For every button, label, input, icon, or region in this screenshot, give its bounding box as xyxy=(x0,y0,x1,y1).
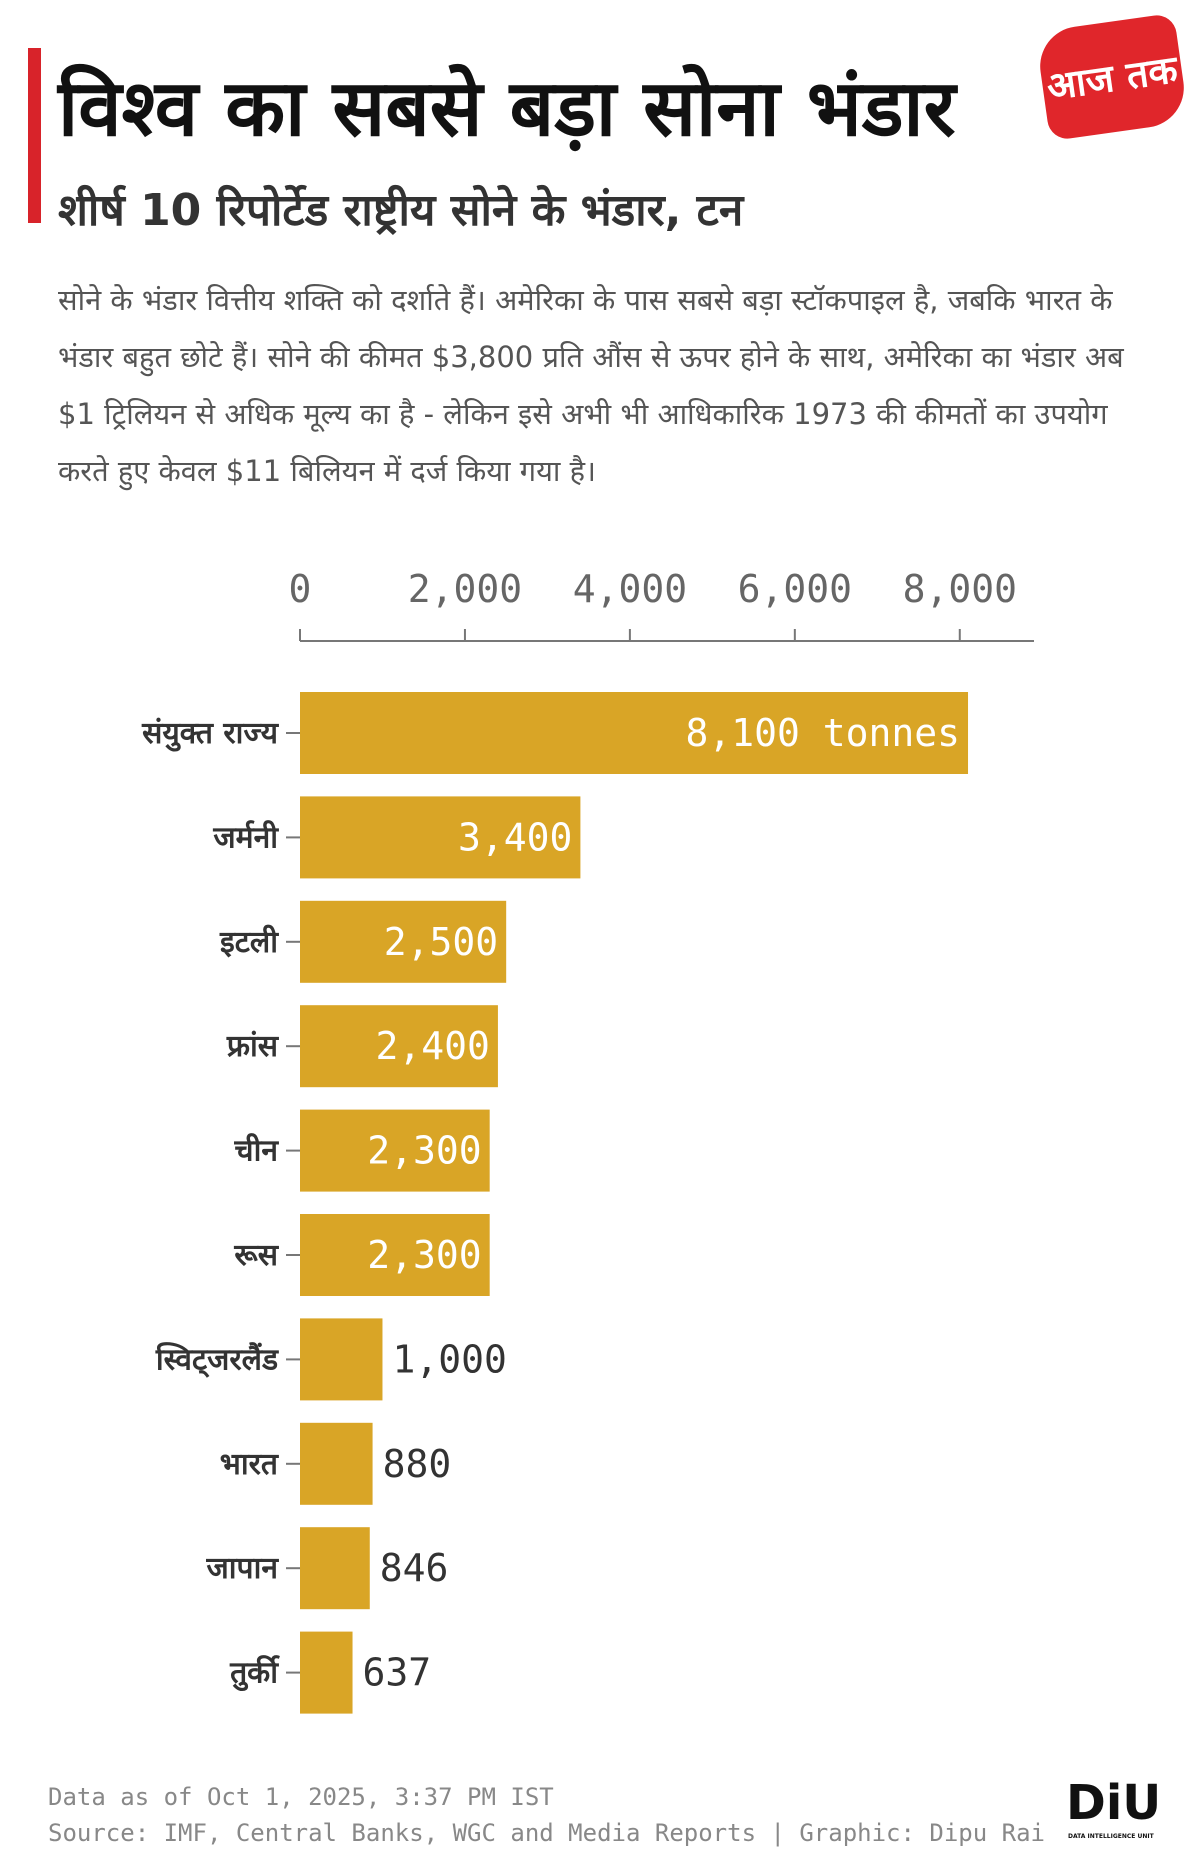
data-label: 846 xyxy=(380,1546,449,1590)
data-label: 2,500 xyxy=(384,920,498,964)
data-label: 2,400 xyxy=(376,1024,490,1068)
bar xyxy=(300,1318,383,1401)
description: सोने के भंडार वित्तीय शक्ति को दर्शाते ह… xyxy=(58,283,1124,488)
y-tick-label: भारत xyxy=(220,1447,280,1482)
accent-bar xyxy=(28,48,41,223)
y-tick-label: फ्रांस xyxy=(226,1029,280,1064)
data-label: 8,100 tonnes xyxy=(685,711,960,755)
bar xyxy=(300,1631,353,1714)
bar xyxy=(300,796,581,879)
data-label: 3,400 xyxy=(458,815,572,859)
bar xyxy=(300,1005,498,1088)
x-tick-label: 4,000 xyxy=(573,567,687,611)
y-tick-label: संयुक्त राज्य xyxy=(141,716,280,752)
chart-subtitle: शीर्ष 10 रिपोर्टेड राष्ट्रीय सोने के भंड… xyxy=(58,185,744,236)
x-tick-label: 2,000 xyxy=(408,567,522,611)
footer-source: Source: IMF, Central Banks, WGC and Medi… xyxy=(48,1819,1045,1847)
diu-logo: DiU xyxy=(1066,1775,1162,1831)
x-tick-label: 0 xyxy=(289,567,312,611)
y-tick-label: चीन xyxy=(234,1133,280,1169)
y-tick-label: जापान xyxy=(206,1551,280,1586)
chart-title: विश्व का सबसे बड़ा सोना भंडार xyxy=(58,64,956,154)
x-tick-label: 6,000 xyxy=(738,567,852,611)
data-label: 2,300 xyxy=(367,1129,481,1173)
y-tick-label: जर्मनी xyxy=(212,819,279,855)
data-label: 637 xyxy=(363,1651,432,1695)
y-tick-label: तुर्की xyxy=(229,1655,280,1692)
bar xyxy=(300,900,507,983)
x-tick-label: 8,000 xyxy=(903,567,1017,611)
y-tick-label: रूस xyxy=(233,1238,279,1273)
bar xyxy=(300,1214,490,1296)
bar xyxy=(300,1527,370,1610)
data-label: 880 xyxy=(383,1442,452,1486)
data-label: 1,000 xyxy=(392,1337,506,1381)
data-label: 2,300 xyxy=(367,1233,481,1277)
diu-caption: DATA INTELLIGENCE UNIT xyxy=(1068,1833,1154,1840)
y-tick-label: इटली xyxy=(219,924,279,960)
y-tick-label: स्विट्जरलैंड xyxy=(155,1341,279,1378)
bar xyxy=(300,1422,373,1505)
footer-date: Data as of Oct 1, 2025, 3:37 PM IST xyxy=(48,1783,554,1811)
bar xyxy=(300,692,969,774)
bar xyxy=(300,1109,490,1192)
